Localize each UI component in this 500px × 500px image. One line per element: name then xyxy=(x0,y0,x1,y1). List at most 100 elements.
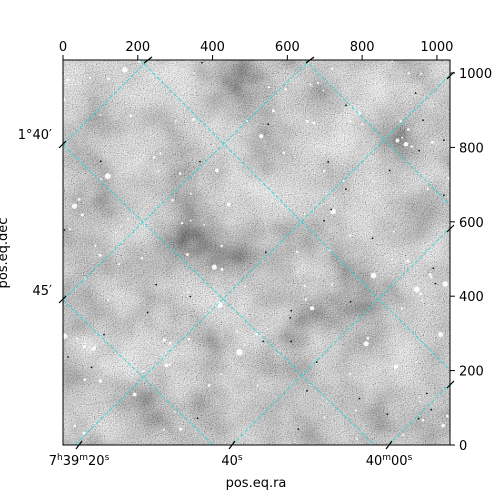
star xyxy=(356,437,359,441)
star xyxy=(348,373,352,376)
star xyxy=(331,283,333,286)
dark-pixel xyxy=(430,408,433,411)
right-world-tick-mark xyxy=(446,224,455,233)
star xyxy=(66,78,69,81)
star xyxy=(63,333,68,339)
dark-pixel xyxy=(434,282,437,285)
star xyxy=(421,418,425,422)
ra-grid-line xyxy=(63,144,376,445)
dark-pixel xyxy=(90,366,93,369)
dark-pixel xyxy=(289,316,292,319)
star xyxy=(391,60,394,63)
star xyxy=(402,433,405,436)
star xyxy=(407,72,411,75)
star xyxy=(214,168,219,173)
right-world-tick-mark xyxy=(446,71,455,80)
star xyxy=(159,152,162,155)
top-tick-label: 400 xyxy=(200,40,225,55)
dark-pixel xyxy=(417,417,420,420)
dark-pixel xyxy=(306,389,308,392)
star xyxy=(309,83,312,86)
star xyxy=(419,72,422,75)
star xyxy=(140,256,144,260)
star xyxy=(303,284,306,288)
star xyxy=(317,81,320,85)
dec-grid-line xyxy=(231,227,450,445)
star xyxy=(406,259,410,263)
star xyxy=(63,98,66,102)
star xyxy=(216,301,223,308)
star xyxy=(371,180,374,182)
star xyxy=(178,427,182,431)
star xyxy=(354,409,357,412)
star xyxy=(407,128,410,131)
star xyxy=(207,383,211,387)
star xyxy=(426,187,429,191)
top-tick-label: 200 xyxy=(125,40,150,55)
star xyxy=(132,392,137,397)
star xyxy=(442,281,448,287)
x-axis-label: pos.eq.ra xyxy=(226,476,287,491)
star xyxy=(255,332,259,336)
star xyxy=(349,120,352,123)
world-coordinate-ticks xyxy=(58,56,455,450)
right-tick-label: 200 xyxy=(459,365,484,380)
ra-tick-label-2: 40s xyxy=(221,453,243,469)
star xyxy=(189,219,192,222)
star xyxy=(236,330,239,333)
right-tick-label: 800 xyxy=(459,141,484,156)
star xyxy=(211,264,217,270)
dark-pixel xyxy=(432,267,435,270)
dark-pixel xyxy=(196,417,199,420)
star xyxy=(305,119,309,123)
star xyxy=(393,364,399,369)
star xyxy=(142,370,145,373)
dark-pixel xyxy=(371,237,374,240)
star xyxy=(94,244,97,247)
star xyxy=(243,344,246,347)
right-pixel-axis: 0 200 400 600 800 1000 xyxy=(450,67,492,454)
star xyxy=(88,76,92,80)
star xyxy=(399,119,403,123)
star xyxy=(363,341,369,347)
dark-pixel xyxy=(99,160,102,163)
star xyxy=(445,414,449,418)
top-world-tick-mark xyxy=(143,56,153,64)
star xyxy=(392,230,395,233)
dark-pixel xyxy=(67,356,69,358)
top-pixel-axis: 0 200 400 600 800 1000 xyxy=(59,40,453,60)
dark-pixel xyxy=(297,428,300,431)
star xyxy=(77,198,81,201)
star xyxy=(220,244,223,248)
star xyxy=(220,267,224,271)
right-tick-label: 600 xyxy=(459,216,484,231)
dark-pixel xyxy=(386,413,389,416)
star xyxy=(152,156,156,159)
dark-pixel xyxy=(199,160,201,163)
dec-grid-line xyxy=(63,60,149,146)
right-tick-label: 400 xyxy=(459,290,484,305)
star xyxy=(243,285,246,288)
dec-grid-line xyxy=(388,383,450,445)
dark-pixel xyxy=(422,119,424,122)
star xyxy=(192,117,196,121)
star xyxy=(415,360,418,363)
star xyxy=(82,431,86,435)
star xyxy=(421,299,424,302)
dec-tick-label-1: 1°40′ xyxy=(18,128,52,143)
star xyxy=(171,198,174,202)
star xyxy=(83,378,87,381)
top-tick-label: 1000 xyxy=(420,40,453,55)
star xyxy=(178,172,182,175)
star xyxy=(75,337,78,340)
dark-pixel xyxy=(345,188,347,190)
star xyxy=(403,141,409,147)
star xyxy=(312,121,316,125)
top-world-tick-mark xyxy=(305,56,315,64)
star xyxy=(73,424,77,428)
dec-tick-label-2: 45′ xyxy=(33,284,53,299)
dark-pixel xyxy=(189,295,192,298)
star xyxy=(203,223,206,226)
dark-pixel xyxy=(327,160,330,163)
